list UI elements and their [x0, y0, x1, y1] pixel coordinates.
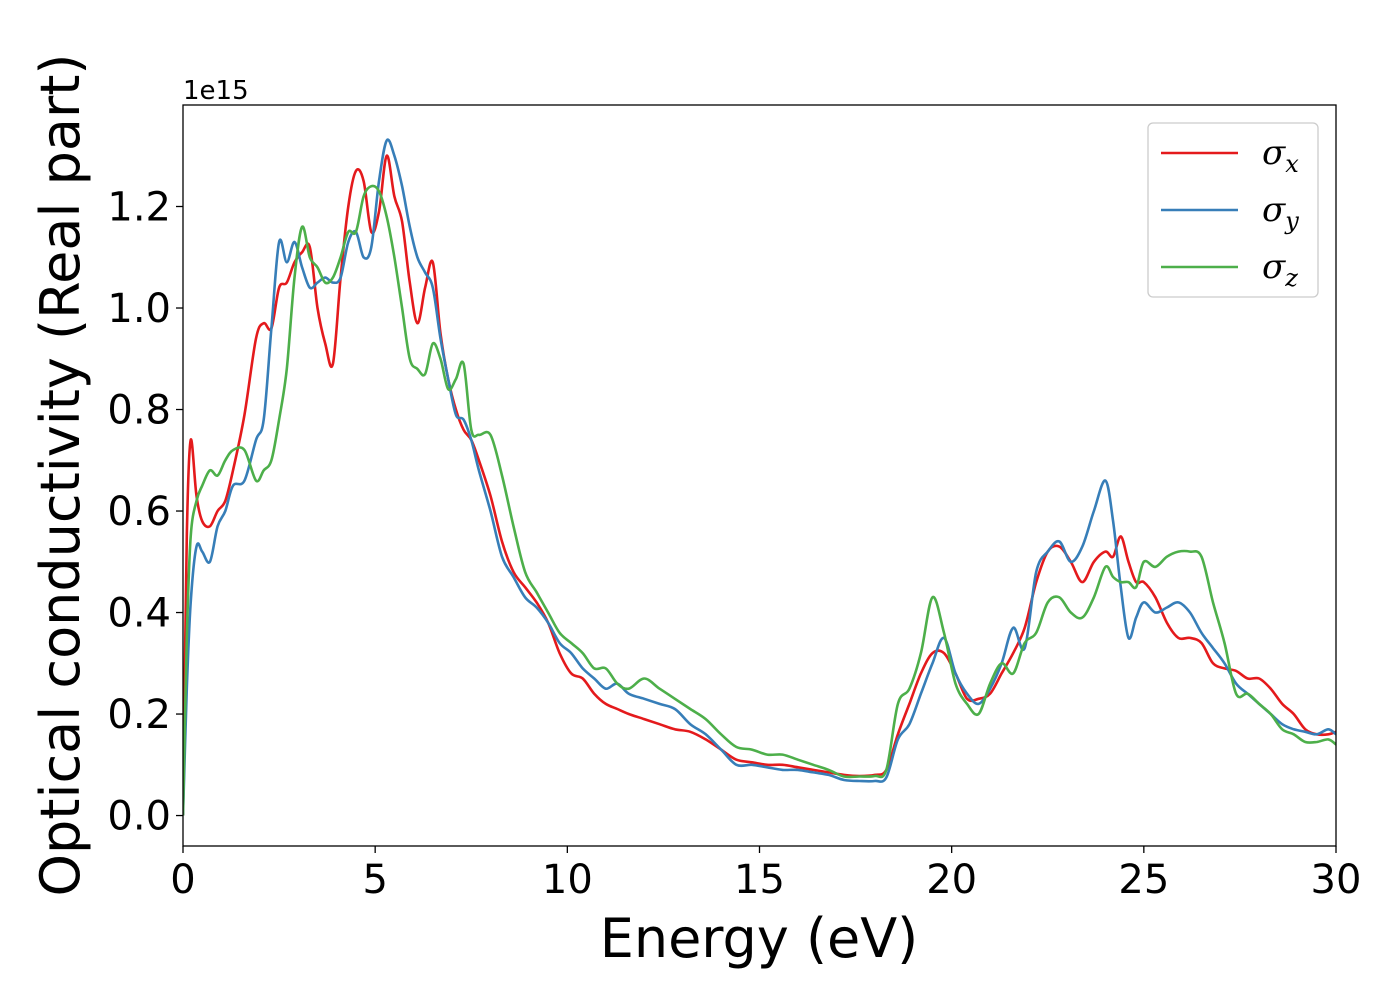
y-tick-label: 0.6: [107, 489, 171, 535]
x-tick-label: 0: [170, 857, 195, 903]
y-tick-label: 0.0: [107, 794, 171, 840]
y-tick-label: 0.4: [107, 591, 171, 637]
y-offset-label: 1e15: [183, 76, 249, 106]
x-tick-label: 30: [1311, 857, 1362, 903]
series-layer: [183, 138, 1336, 816]
x-tick-label: 15: [734, 857, 785, 903]
y-tick-label: 1.2: [107, 185, 171, 231]
series-line-z: [183, 184, 1336, 816]
y-axis-ticks: 0.0 0.2 0.4 0.6 0.8 1.0 1.2: [107, 185, 183, 840]
y-tick-label: 1.0: [107, 286, 171, 332]
x-axis-ticks: 0 5 10 15 20 25 30: [170, 846, 1361, 903]
x-axis-label: Energy (eV): [600, 907, 919, 970]
x-tick-label: 25: [1118, 857, 1169, 903]
x-tick-label: 5: [362, 857, 387, 903]
x-tick-label: 20: [926, 857, 977, 903]
x-tick-label: 10: [542, 857, 593, 903]
series-line-y: [183, 138, 1336, 816]
y-tick-label: 0.8: [107, 388, 171, 434]
y-tick-label: 0.2: [107, 692, 171, 738]
y-axis-label: Optical conductivity (Real part): [29, 54, 92, 897]
